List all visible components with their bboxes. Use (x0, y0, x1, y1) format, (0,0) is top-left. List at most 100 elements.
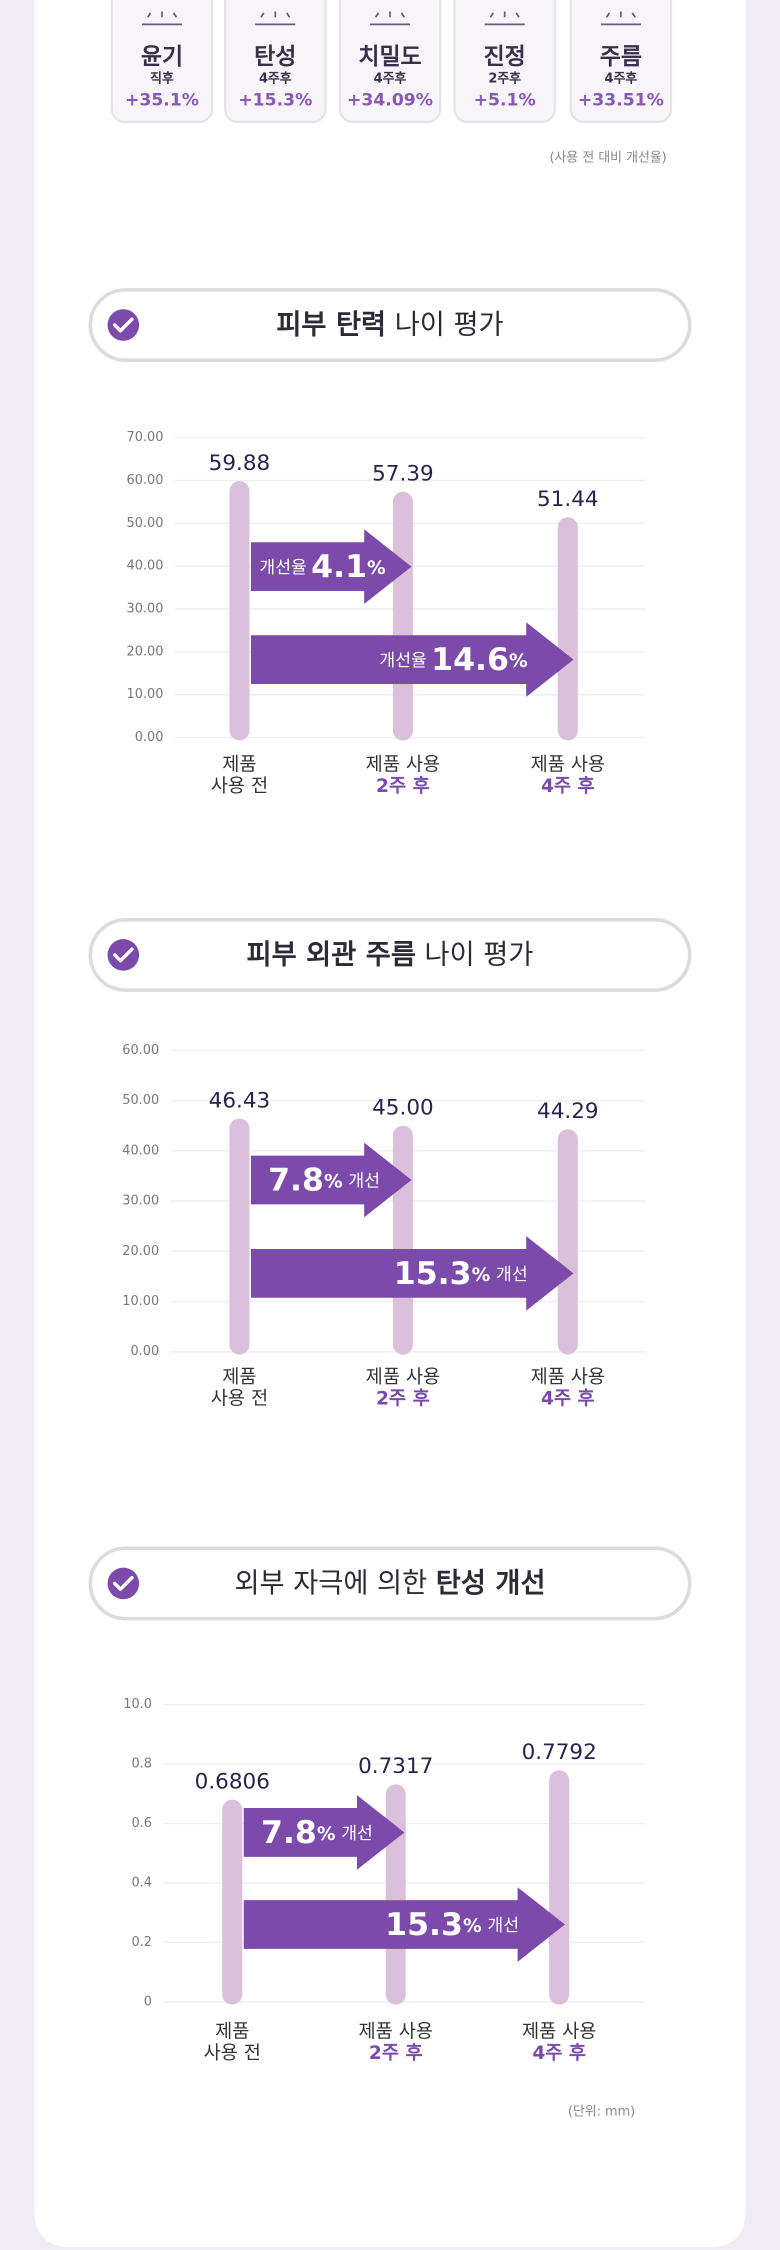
arrow-label: 7.8% 개선 (268, 1162, 380, 1198)
improvement-arrow (250, 1142, 412, 1218)
check-mark (112, 1576, 134, 1591)
card-icon (141, 11, 183, 26)
x-tick-label: 4주 후 (541, 1389, 595, 1410)
arrow-text: 개선 (341, 1824, 373, 1844)
improvement-arrow (243, 1795, 405, 1870)
arrow-unit: % (509, 651, 528, 672)
value-label: 57.39 (372, 461, 434, 486)
check-mark (112, 317, 134, 333)
card-value: +35.1% (125, 90, 199, 110)
y-tick-label: 30.00 (127, 602, 164, 617)
improvement-arrow (250, 622, 574, 697)
title-part: 탄성 개선 (436, 1568, 546, 1599)
check-mark (112, 947, 134, 963)
x-tick-label: 사용 전 (211, 1389, 268, 1410)
y-tick-label: 10.00 (127, 687, 164, 702)
x-tick-label: 2주 후 (369, 2043, 423, 2064)
arrow-label: 15.3% 개선 (394, 1256, 528, 1292)
card-value: +15.3% (238, 90, 312, 110)
value-label: 0.6806 (195, 1769, 270, 1794)
x-tick-label: 제품 사용 (522, 2021, 596, 2042)
card-name: 탄성 (254, 44, 296, 70)
y-tick-label: 0.2 (131, 1935, 152, 1950)
bar (385, 1784, 406, 2005)
title-part: 나이 평가 (395, 309, 504, 340)
arrow-unit: % (324, 1171, 343, 1192)
arrow-value: 15.3 (394, 1256, 472, 1292)
arrow-text: 개선율 (379, 651, 426, 671)
card-period: 2주후 (488, 70, 521, 86)
arrow-value: 7.8 (261, 1815, 317, 1851)
arrow-unit: % (367, 558, 386, 579)
improvement-arrow (250, 529, 412, 604)
value-label: 51.44 (537, 487, 599, 512)
arrow-text: 개선 (496, 1265, 528, 1285)
y-tick-label: 10.00 (122, 1294, 159, 1309)
card-name: 주름 (600, 44, 642, 70)
x-tick-label: 제품 사용 (359, 2021, 433, 2042)
bar (549, 1770, 570, 2005)
x-tick-label: 사용 전 (211, 776, 268, 797)
y-tick-label: 50.00 (122, 1093, 159, 1108)
x-tick-label: 제품 (222, 1367, 256, 1388)
x-tick-label: 사용 전 (204, 2043, 261, 2064)
value-label: 0.7792 (522, 1740, 597, 1765)
y-tick-label: 70.00 (127, 430, 164, 445)
x-tick-label: 제품 사용 (366, 1367, 440, 1388)
card-name: 진정 (484, 44, 526, 70)
y-tick-label: 40.00 (127, 559, 164, 574)
card-box (338, 0, 442, 124)
bar (392, 1125, 413, 1355)
arrow-label: 개선율 4.1% (259, 549, 386, 585)
card-box (224, 0, 327, 124)
cards-note: (사용 전 대비 개선율) (550, 150, 667, 165)
arrow-label: 15.3% 개선 (385, 1907, 519, 1943)
arrow-unit: % (472, 1264, 491, 1285)
y-tick-label: 20.00 (122, 1244, 159, 1259)
chart-title: 피부 탄력 나이 평가 (276, 309, 503, 340)
card-name: 치밀도 (358, 44, 421, 70)
card-icon (484, 11, 525, 26)
value-label: 0.7317 (358, 1754, 433, 1779)
card-name: 윤기 (141, 44, 183, 70)
title-part: 외부 자극에 의한 (234, 1568, 427, 1599)
arrow-text: 개선 (487, 1916, 519, 1936)
card-icon (369, 11, 411, 26)
card-box (569, 0, 673, 124)
y-tick-label: 0.00 (130, 1344, 159, 1359)
x-tick-label: 제품 사용 (531, 754, 605, 775)
x-tick-label: 2주 후 (376, 1389, 430, 1410)
y-tick-label: 10.0 (123, 1697, 152, 1712)
chart-title: 외부 자극에 의한 탄성 개선 (234, 1568, 545, 1599)
value-label: 59.88 (209, 451, 271, 476)
y-tick-label: 50.00 (127, 516, 164, 531)
bar (557, 517, 578, 741)
arrow-unit: % (317, 1823, 336, 1844)
x-tick-label: 제품 사용 (531, 1367, 605, 1388)
title-part: 피부 외관 주름 (247, 939, 416, 970)
card-icon (600, 11, 641, 26)
check-icon (107, 309, 140, 341)
title-part: 피부 탄력 (276, 309, 386, 340)
arrow-value: 7.8 (268, 1162, 324, 1198)
y-tick-label: 0.4 (131, 1875, 152, 1890)
card-icon (255, 11, 296, 26)
card-period: 직후 (150, 70, 174, 86)
value-label: 44.29 (537, 1099, 599, 1124)
title-part: 나이 평가 (425, 939, 534, 970)
arrow-value: 15.3 (385, 1907, 463, 1943)
y-tick-label: 40.00 (122, 1143, 159, 1158)
header-pill (88, 918, 692, 992)
arrow-label: 7.8% 개선 (261, 1815, 373, 1851)
card-box (110, 0, 214, 124)
card-value: +5.1% (474, 90, 536, 110)
x-tick-label: 4주 후 (541, 776, 595, 797)
bar (392, 491, 413, 741)
card-value: +34.09% (347, 90, 433, 110)
